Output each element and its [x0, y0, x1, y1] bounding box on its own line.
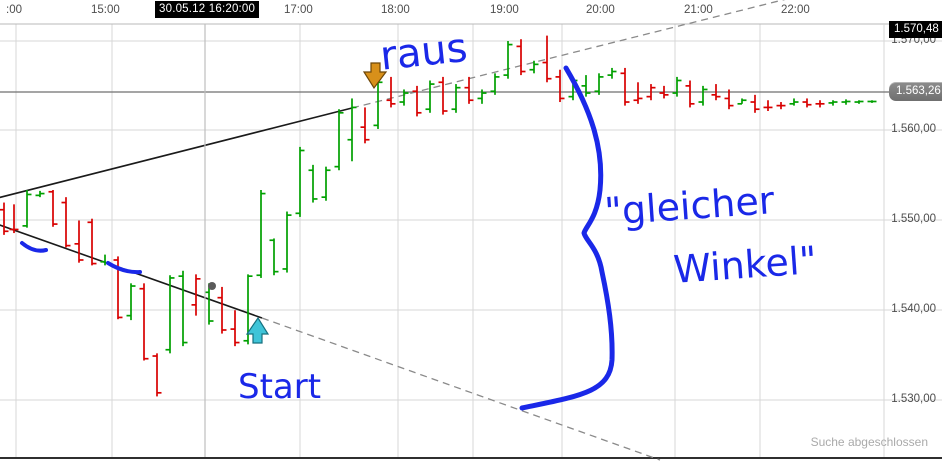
ohlc-bar[interactable]	[841, 99, 851, 105]
ohlc-bar[interactable]	[360, 107, 370, 144]
ohlc-bar[interactable]	[763, 100, 773, 112]
ohlc-bar[interactable]	[269, 238, 279, 276]
ohlc-bar[interactable]	[555, 69, 565, 103]
ohlc-bar[interactable]	[633, 82, 643, 104]
ohlc-bar[interactable]	[646, 84, 656, 101]
ohlc-bar[interactable]	[750, 94, 760, 113]
price-tick-label: 1.530,00	[891, 393, 936, 405]
ohlc-bar[interactable]	[490, 73, 500, 95]
curly-brace-annotation	[519, 65, 615, 411]
marker-exit-arrow-down[interactable]	[362, 62, 388, 90]
price-tick-label: 1.540,00	[891, 303, 936, 315]
ohlc-bar[interactable]	[659, 85, 669, 99]
time-tick-label: 15:00	[91, 4, 120, 16]
ohlc-bar[interactable]	[399, 89, 409, 106]
trendline-upper-resistance-solid[interactable]	[0, 107, 353, 205]
price-tick-label: 1.560,00	[891, 123, 936, 135]
ohlc-bar[interactable]	[529, 60, 539, 74]
ohlc-bar[interactable]	[0, 202, 9, 235]
ohlc-bar[interactable]	[347, 98, 357, 162]
ohlc-bar[interactable]	[464, 76, 474, 104]
ohlc-bar[interactable]	[48, 189, 58, 227]
brush-stroke	[106, 261, 142, 275]
ohlc-bar[interactable]	[542, 35, 552, 83]
ohlc-bar[interactable]	[854, 100, 864, 104]
ohlc-bar[interactable]	[594, 73, 604, 95]
ohlc-bar[interactable]	[191, 274, 201, 316]
ohlc-bar[interactable]	[867, 100, 877, 103]
ohlc-bar[interactable]	[425, 80, 435, 113]
status-text: Suche abgeschlossen	[810, 435, 928, 449]
ohlc-bar[interactable]	[295, 146, 305, 217]
marker-entry-arrow-up[interactable]	[245, 316, 270, 344]
ohlc-bar[interactable]	[503, 41, 513, 79]
ohlc-bar[interactable]	[724, 89, 734, 110]
ohlc-bar[interactable]	[282, 211, 292, 273]
ohlc-bar[interactable]	[178, 270, 188, 347]
crosshair-price-label: 1.570,48	[889, 21, 942, 38]
time-tick-label: 17:00	[284, 4, 313, 16]
price-tick-label: 1.550,00	[891, 213, 936, 225]
ohlc-bar[interactable]	[516, 39, 526, 76]
ohlc-bar[interactable]	[789, 98, 799, 106]
ohlc-bar[interactable]	[230, 310, 240, 347]
ohlc-bar[interactable]	[802, 98, 812, 108]
ohlc-bar[interactable]	[22, 189, 32, 228]
marker-order-dot[interactable]	[208, 282, 216, 290]
ohlc-bar[interactable]	[217, 286, 227, 334]
ohlc-bar[interactable]	[61, 197, 71, 248]
ohlc-bar[interactable]	[477, 89, 487, 104]
ohlc-bar[interactable]	[776, 102, 786, 110]
time-tick-label: 22:00	[781, 4, 810, 16]
ohlc-bar[interactable]	[451, 84, 461, 113]
ohlc-bar[interactable]	[685, 80, 695, 108]
ohlc-bar[interactable]	[165, 275, 175, 354]
ohlc-bar[interactable]	[308, 164, 318, 203]
time-tick-label: 18:00	[381, 4, 410, 16]
time-tick-label: :00	[6, 4, 22, 16]
ohlc-bar[interactable]	[321, 166, 331, 201]
ohlc-bar[interactable]	[334, 109, 344, 171]
brush-stroke	[20, 241, 48, 253]
ohlc-bar[interactable]	[672, 76, 682, 97]
ohlc-bar[interactable]	[256, 189, 266, 278]
trendline-upper-resistance-dashed[interactable]	[351, 0, 942, 109]
ohlc-bar[interactable]	[737, 98, 747, 105]
ohlc-bar[interactable]	[607, 67, 617, 79]
ohlc-bar[interactable]	[74, 220, 84, 263]
annotation-start: Start	[238, 367, 322, 407]
ohlc-bar[interactable]	[828, 100, 838, 106]
ohlc-bar[interactable]	[9, 204, 19, 234]
time-tick-label: 19:00	[490, 4, 519, 16]
time-tick-label: 20:00	[586, 4, 615, 16]
ohlc-bar[interactable]	[35, 190, 45, 198]
ohlc-bar[interactable]	[126, 283, 136, 321]
crosshair-time-label: 30.05.12 16:20:00	[155, 1, 260, 18]
ohlc-bar[interactable]	[139, 283, 149, 361]
ohlc-bar[interactable]	[152, 353, 162, 397]
ohlc-bar[interactable]	[438, 76, 448, 115]
ohlc-bar[interactable]	[698, 85, 708, 106]
ohlc-bar[interactable]	[620, 67, 630, 106]
last-price-badge: 1.563,26	[889, 82, 942, 101]
ohlc-bar[interactable]	[386, 76, 396, 108]
trendline-lower-downtrend-dashed[interactable]	[261, 317, 661, 461]
ohlc-bar[interactable]	[87, 218, 97, 266]
ohlc-bar[interactable]	[815, 100, 825, 108]
ohlc-bar[interactable]	[711, 84, 721, 101]
annotation-raus: raus	[378, 24, 470, 80]
ohlc-bar[interactable]	[581, 75, 591, 97]
time-tick-label: 21:00	[684, 4, 713, 16]
ohlc-bar[interactable]	[412, 85, 422, 117]
